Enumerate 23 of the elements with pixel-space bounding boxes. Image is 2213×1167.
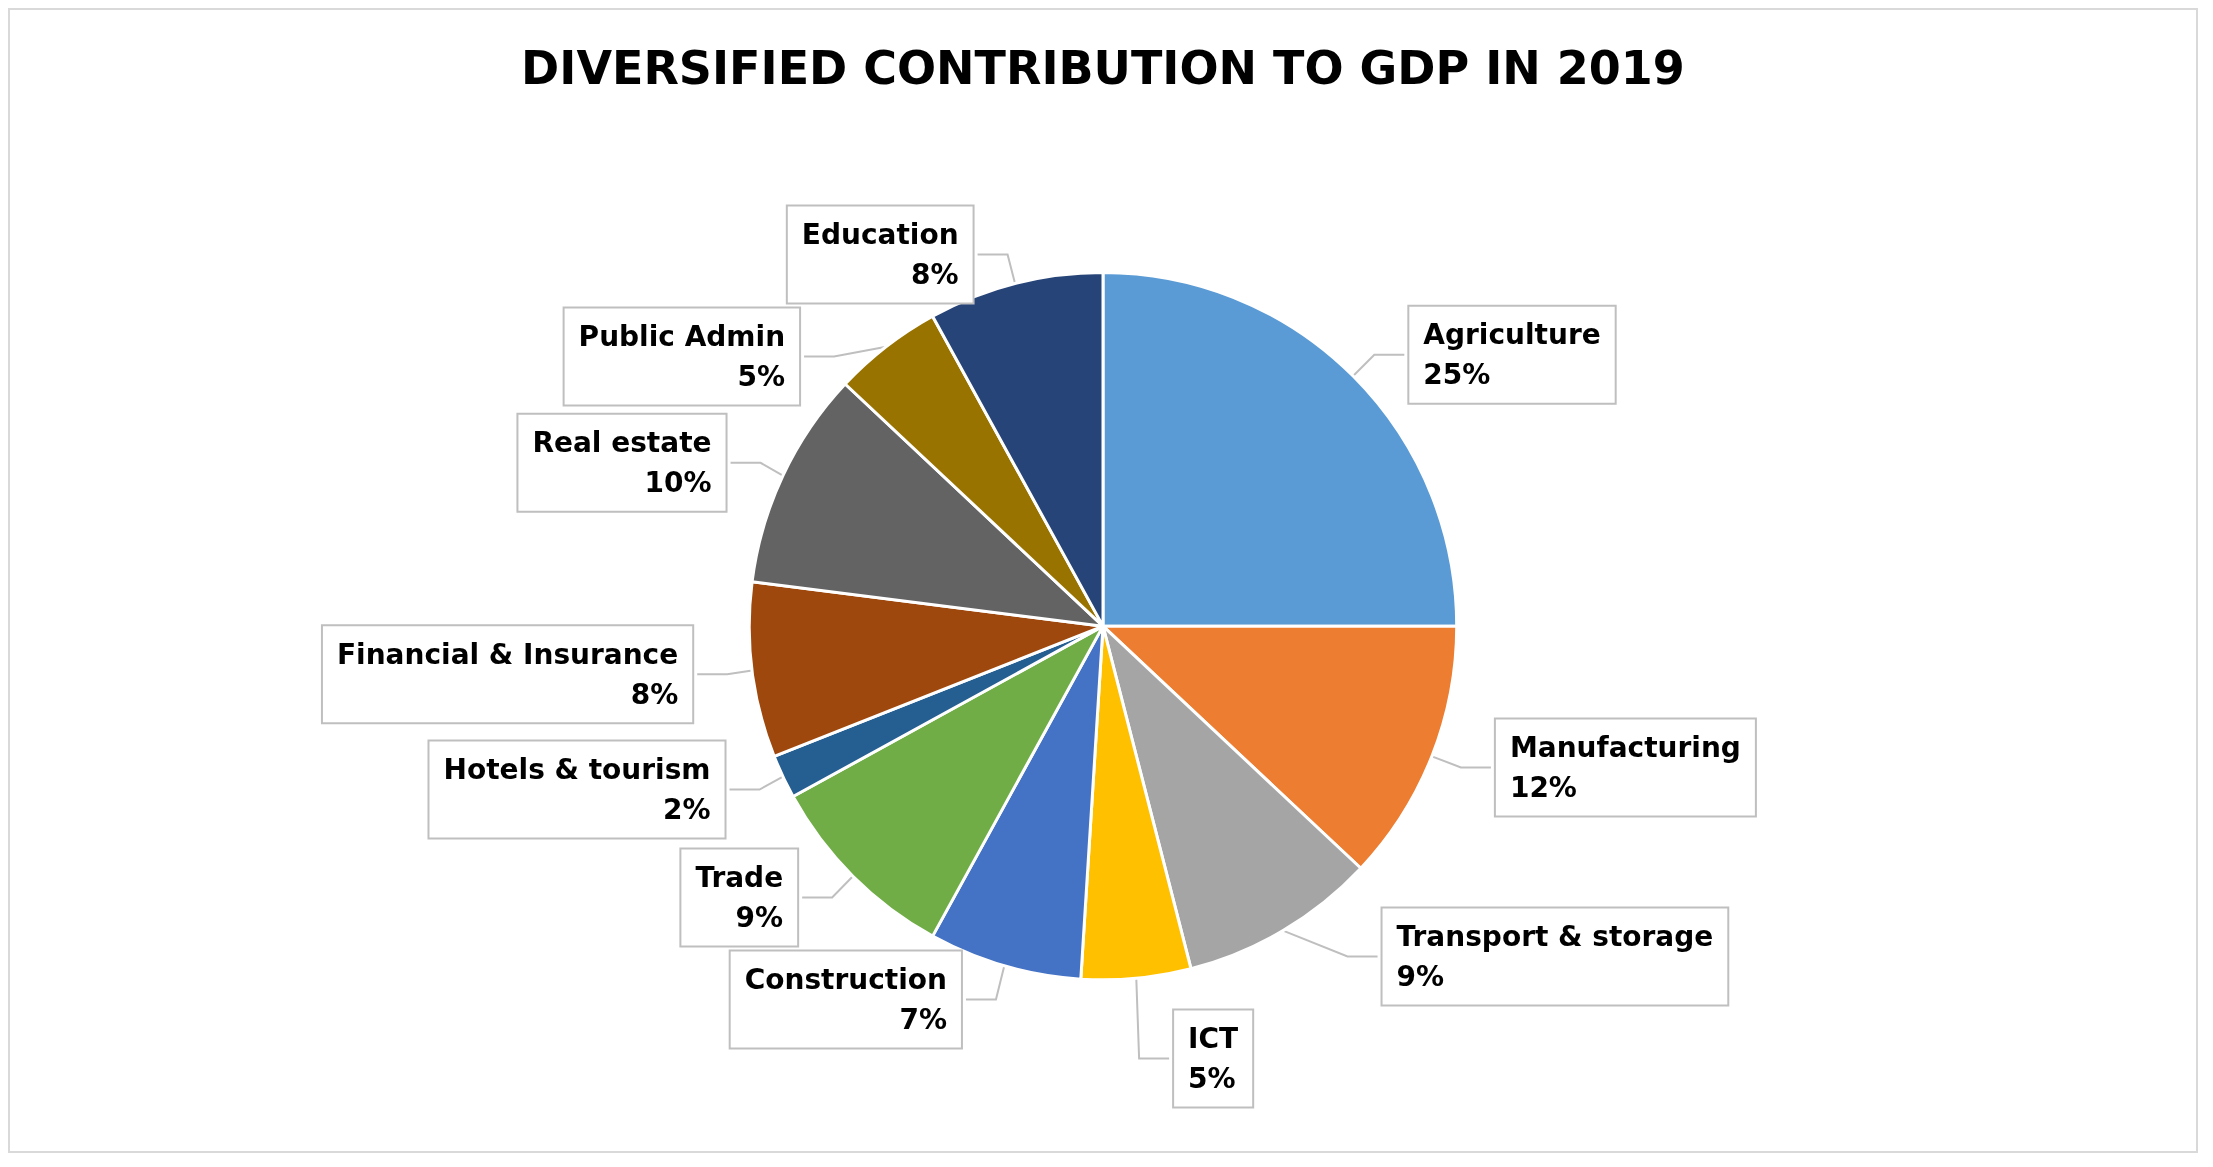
slice-label: ICT bbox=[1188, 1021, 1239, 1055]
data-label: 25% bbox=[1423, 358, 1491, 392]
slice-label: Transport & storage bbox=[1396, 919, 1714, 953]
data-label: 12% bbox=[1509, 770, 1577, 804]
data-label: 9% bbox=[735, 900, 784, 934]
data-label: 10% bbox=[644, 466, 712, 500]
slice-label: Real estate bbox=[532, 426, 712, 460]
slice-label: Trade bbox=[695, 860, 784, 894]
slice-label: Manufacturing bbox=[1509, 730, 1741, 764]
slice-label: Education bbox=[801, 217, 959, 251]
slice-label: Financial & Insurance bbox=[336, 637, 679, 671]
slice-label: Agriculture bbox=[1423, 318, 1601, 352]
data-label: 5% bbox=[1188, 1061, 1236, 1095]
data-label: 5% bbox=[737, 359, 786, 393]
data-label: 9% bbox=[1396, 959, 1445, 993]
data-label: 7% bbox=[899, 1002, 947, 1036]
data-label: 8% bbox=[630, 677, 679, 711]
slice-label: Hotels & tourism bbox=[443, 753, 711, 787]
slice-label: Construction bbox=[744, 962, 947, 996]
data-label: 8% bbox=[911, 257, 959, 291]
data-label: 2% bbox=[662, 793, 711, 827]
slice-label: Public Admin bbox=[578, 319, 786, 353]
chart-title: DIVERSIFIED CONTRIBUTION TO GDP IN 2019 bbox=[521, 41, 1685, 95]
